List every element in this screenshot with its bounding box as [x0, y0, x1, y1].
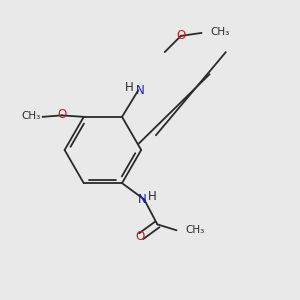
Text: CH₃: CH₃ — [22, 111, 41, 121]
Text: O: O — [57, 108, 66, 121]
Text: O: O — [135, 230, 144, 243]
Text: H: H — [148, 190, 157, 203]
Text: N: N — [138, 194, 147, 206]
Text: O: O — [176, 29, 185, 42]
Text: H: H — [124, 82, 133, 94]
Text: CH₃: CH₃ — [185, 225, 205, 235]
Text: N: N — [136, 84, 144, 97]
Text: CH₃: CH₃ — [210, 27, 230, 37]
